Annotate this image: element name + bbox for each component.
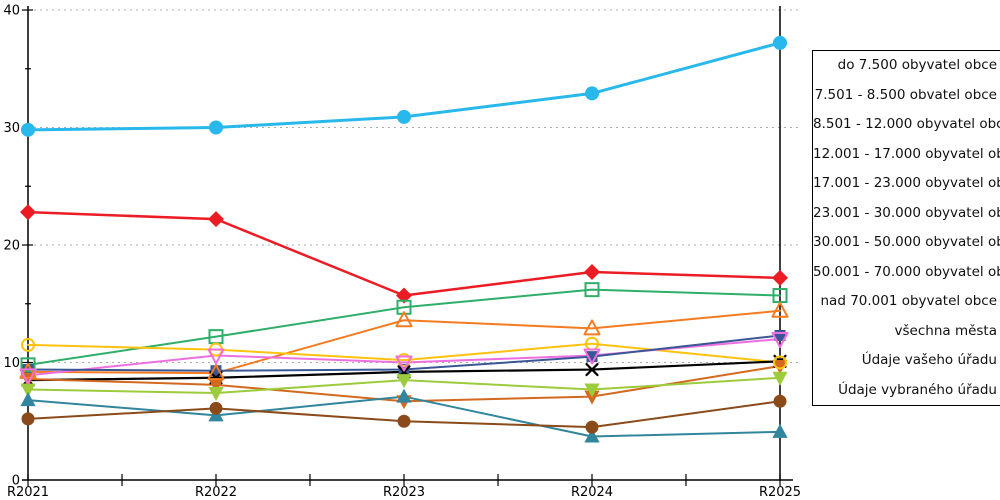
y-axis-label: 40 <box>3 4 20 19</box>
marker-triangle-up <box>20 392 36 407</box>
marker-circle <box>209 120 223 135</box>
marker-circle <box>397 414 411 428</box>
marker-circle <box>773 394 787 408</box>
marker-circle <box>397 109 411 124</box>
marker-diamond <box>20 204 36 221</box>
marker-circle <box>585 86 599 101</box>
legend-item: 17.001 - 23.000 obyvatel obce <box>813 175 1000 191</box>
x-axis-label: R2022 <box>195 485 237 500</box>
y-axis-label: 10 <box>3 356 20 371</box>
marker-x <box>585 362 599 377</box>
marker-triangle-down <box>583 348 601 365</box>
marker-diamond <box>772 269 788 286</box>
legend: do 7.500 obyvatel obce 7.501 - 8.500 obva… <box>812 50 1000 406</box>
marker-triangle-up <box>584 428 600 443</box>
marker-triangle-down <box>772 360 788 375</box>
marker-triangle-down <box>208 387 224 402</box>
legend-item: do 7.500 obyvatel obce <box>837 57 997 73</box>
marker-circle <box>21 412 35 426</box>
marker-triangle-up <box>19 362 37 379</box>
marker-diamond <box>584 264 600 281</box>
marker-diamond <box>208 211 224 228</box>
marker-square <box>20 357 36 373</box>
legend-item: 50.001 - 70.000 obyvatel obce <box>813 263 1000 280</box>
marker-circle <box>773 35 787 50</box>
marker-square <box>584 282 600 298</box>
x-axis-label: R2023 <box>383 485 425 500</box>
marker-triangle-down <box>584 383 600 398</box>
marker-circle <box>21 122 35 137</box>
y-axis-label: 20 <box>3 239 20 254</box>
marker-triangle-up <box>396 388 412 403</box>
marker-circle <box>209 401 223 415</box>
marker-square <box>210 365 222 377</box>
marker-square <box>774 329 786 341</box>
x-axis-label: R2024 <box>571 485 613 500</box>
y-axis-label: 0 <box>12 474 20 489</box>
legend-item: Údaje vybraného úřadu <box>838 381 997 398</box>
marker-triangle-up <box>772 423 788 438</box>
marker-circle <box>21 337 35 352</box>
marker-diamond <box>396 287 412 304</box>
series-line-3 <box>27 309 781 375</box>
marker-circle <box>585 420 599 434</box>
marker-triangle-up <box>395 311 413 328</box>
marker-triangle-down <box>771 332 789 348</box>
marker-triangle-up <box>771 301 789 318</box>
marker-triangle-down <box>208 378 224 393</box>
marker-triangle-down <box>584 390 600 405</box>
x-axis-label: R2025 <box>759 485 801 500</box>
legend-item: všechna města <box>894 322 997 339</box>
legend-item: nad 70.001 obyvatel obce <box>820 293 998 309</box>
marker-triangle-down <box>207 348 225 365</box>
series-line-4 <box>27 342 781 364</box>
marker-triangle-down <box>396 374 412 389</box>
legend-item: 30.001 - 50.000 obyvatel obce <box>813 234 1000 250</box>
marker-triangle-down <box>772 371 788 386</box>
legend-item: 7.501 - 8.500 obvatel obce <box>814 86 997 103</box>
legend-item: Údaje vašeho úřadu <box>861 352 997 368</box>
series-line-1 <box>26 210 782 297</box>
marker-square <box>586 351 598 363</box>
series-line-2 <box>27 288 781 366</box>
y-axis-label: 30 <box>3 121 20 136</box>
legend-item: 23.001 - 30.000 obyvatel obce <box>813 204 1000 221</box>
legend-item: 12.001 - 17.000 obyvatel obce <box>813 145 1000 162</box>
marker-triangle-down <box>19 368 37 385</box>
legend-item: 8.501 - 12.000 obyvatel obce <box>813 116 1000 132</box>
marker-triangle-down <box>20 383 36 398</box>
marker-triangle-up <box>207 364 225 381</box>
marker-triangle-up <box>583 319 601 336</box>
marker-circle <box>773 355 787 370</box>
marker-triangle-down <box>395 355 413 372</box>
x-axis-label: R2021 <box>7 485 49 500</box>
